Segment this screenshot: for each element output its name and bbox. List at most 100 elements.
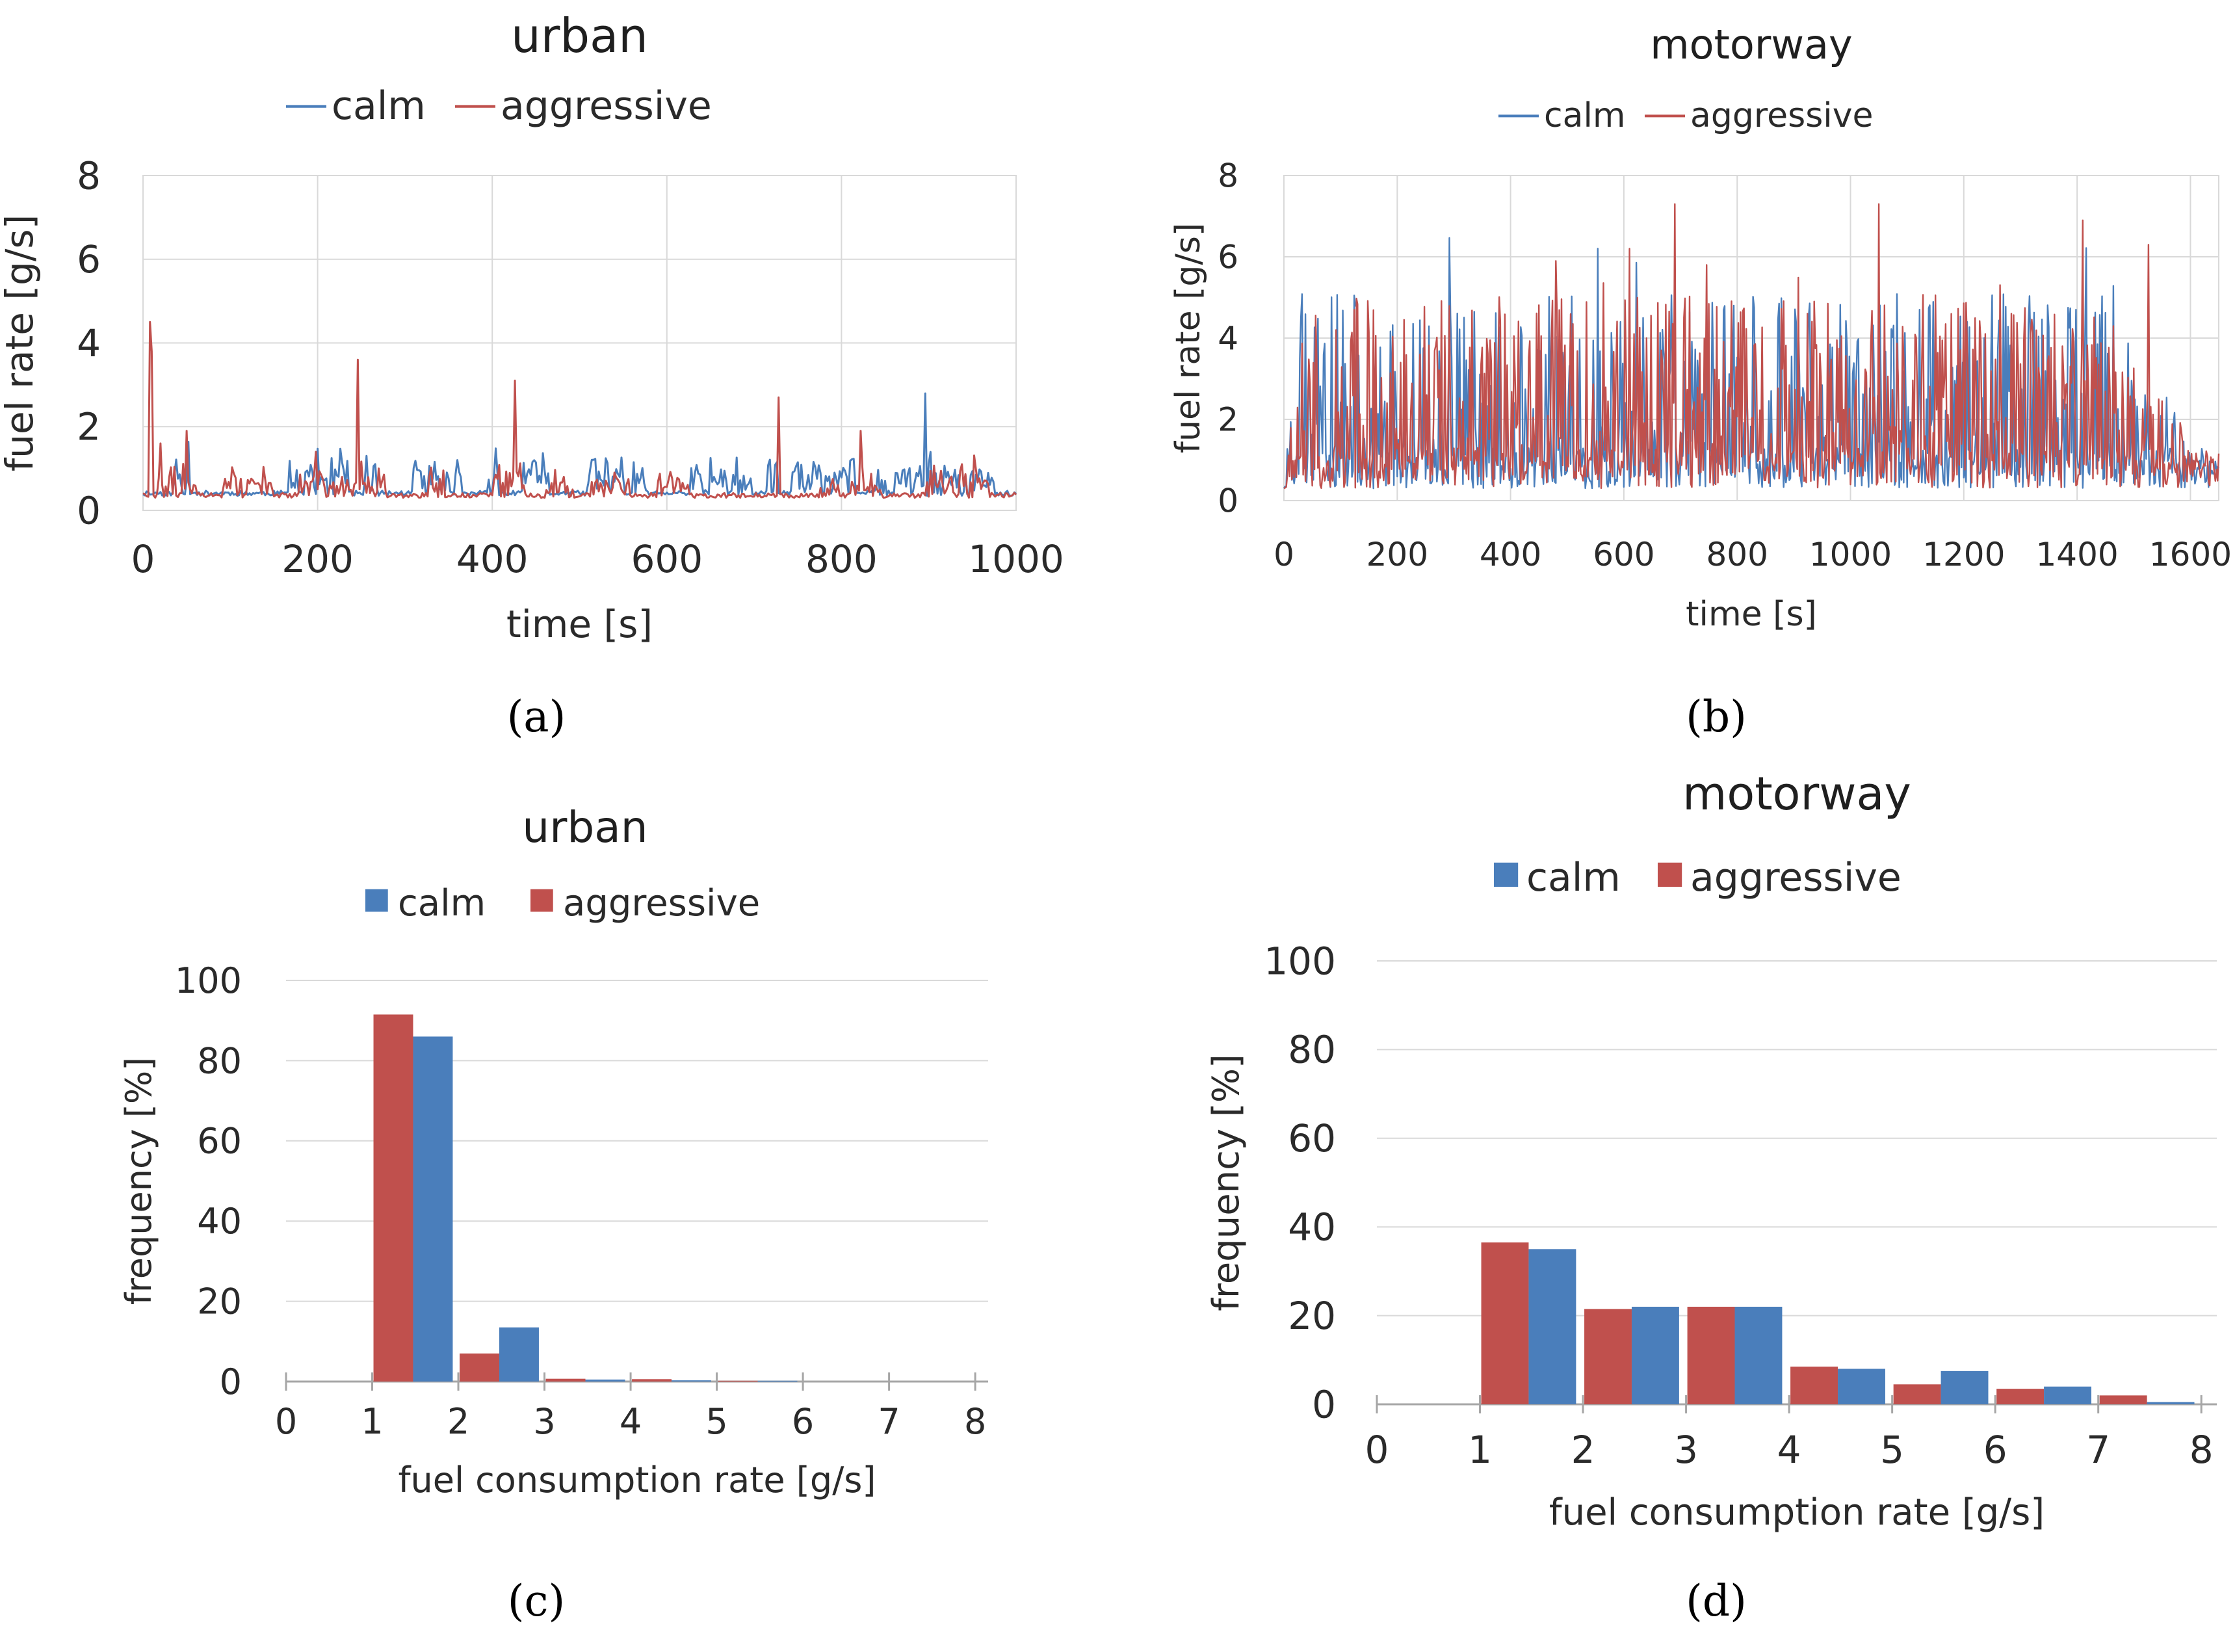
x-tick-label: 5 — [705, 1401, 727, 1442]
legend-swatch-aggressive — [530, 889, 553, 912]
bar-aggressive — [1584, 1309, 1632, 1404]
y-tick-label: 100 — [175, 960, 242, 1001]
legend-label-calm: calm — [398, 882, 486, 924]
x-tick-label: 0 — [1274, 536, 1294, 573]
bar-aggressive — [373, 1014, 413, 1382]
y-tick-label: 60 — [197, 1121, 242, 1162]
legend-label-aggressive: aggressive — [563, 882, 760, 924]
y-tick-label: 0 — [1312, 1382, 1336, 1426]
x-axis-label: fuel consumption rate [g/s] — [398, 1460, 876, 1501]
x-tick-label: 0 — [1365, 1428, 1389, 1472]
legend-label-calm: calm — [332, 83, 426, 129]
x-tick-label: 0 — [275, 1401, 297, 1442]
bar-calm — [2044, 1386, 2092, 1404]
legend-swatch-calm — [1494, 862, 1519, 887]
series-line-aggressive — [142, 321, 1017, 499]
x-tick-label: 1600 — [2149, 536, 2232, 573]
x-axis-label: time [s] — [506, 602, 653, 646]
x-tick-label: 400 — [456, 537, 529, 581]
x-tick-label: 1400 — [2035, 536, 2118, 573]
x-axis-label: time [s] — [1686, 595, 1817, 634]
bar-aggressive — [1893, 1384, 1941, 1404]
x-tick-label: 1 — [361, 1401, 383, 1442]
panel-caption: (d) — [1686, 1576, 1747, 1626]
y-tick-label: 40 — [1288, 1205, 1336, 1250]
y-tick-label: 40 — [197, 1201, 242, 1242]
x-tick-label: 6 — [1983, 1428, 2007, 1472]
y-tick-label: 2 — [1218, 401, 1238, 439]
bar-aggressive — [632, 1379, 672, 1382]
x-tick-label: 4 — [620, 1401, 642, 1442]
x-tick-label: 3 — [1674, 1428, 1698, 1472]
y-tick-label: 80 — [197, 1040, 242, 1081]
bar-aggressive — [718, 1380, 758, 1382]
legend-label-calm: calm — [1526, 855, 1621, 900]
chart-title: motorway — [1650, 21, 1852, 68]
y-tick-label: 100 — [1264, 939, 1336, 983]
y-axis-label: fuel rate [g/s] — [1169, 223, 1208, 454]
bar-aggressive — [460, 1353, 499, 1382]
y-tick-label: 20 — [1288, 1294, 1336, 1338]
x-tick-label: 400 — [1480, 536, 1541, 573]
x-tick-label: 1 — [1468, 1428, 1492, 1472]
bar-calm — [672, 1380, 711, 1382]
y-tick-label: 6 — [77, 237, 101, 282]
bar-calm — [499, 1327, 539, 1382]
y-tick-label: 60 — [1288, 1116, 1336, 1160]
x-tick-label: 200 — [1366, 536, 1428, 573]
panel-caption: (b) — [1686, 692, 1747, 742]
x-tick-label: 1000 — [968, 537, 1064, 581]
x-tick-label: 1200 — [1922, 536, 2005, 573]
y-tick-label: 4 — [1218, 320, 1238, 358]
bar-calm — [1941, 1370, 1989, 1404]
y-tick-label: 4 — [77, 321, 101, 365]
bar-calm — [757, 1380, 798, 1382]
y-axis-label: frequency [%] — [118, 1057, 159, 1305]
bar-calm — [1528, 1249, 1576, 1404]
bar-aggressive — [2099, 1395, 2147, 1404]
y-tick-label: 0 — [77, 488, 101, 532]
x-tick-label: 2 — [1571, 1428, 1595, 1472]
x-tick-label: 7 — [878, 1401, 900, 1442]
legend-label-calm: calm — [1544, 96, 1626, 135]
bar-calm — [413, 1036, 453, 1382]
y-tick-label: 80 — [1288, 1028, 1336, 1072]
x-tick-label: 1000 — [1809, 536, 1892, 573]
chart-title: urban — [511, 8, 648, 63]
bar-aggressive — [1996, 1389, 2045, 1404]
legend-swatch-calm — [365, 889, 388, 912]
bar-calm — [1838, 1369, 1885, 1404]
plot-frame — [1283, 175, 2219, 501]
y-tick-label: 6 — [1218, 239, 1238, 276]
panel-caption: (c) — [508, 1576, 565, 1626]
panel-caption: (a) — [507, 692, 566, 742]
x-tick-label: 5 — [1880, 1428, 1904, 1472]
x-tick-label: 3 — [533, 1401, 555, 1442]
bar-calm — [585, 1379, 625, 1382]
x-tick-label: 8 — [2189, 1428, 2214, 1472]
x-axis-label: fuel consumption rate [g/s] — [1549, 1491, 2045, 1534]
x-tick-label: 600 — [1593, 536, 1654, 573]
x-tick-label: 600 — [631, 537, 703, 581]
x-tick-label: 0 — [131, 537, 155, 581]
x-tick-label: 6 — [792, 1401, 814, 1442]
y-tick-label: 20 — [197, 1281, 242, 1322]
chart-panel-a: urban calm aggressive 0 2 4 6 8 fuel rate [g/s] t… — [0, 8, 1064, 742]
legend-label-aggressive: aggressive — [1690, 96, 1874, 135]
legend-label-aggressive: aggressive — [1690, 855, 1902, 900]
bar-aggressive — [1790, 1367, 1838, 1404]
plot-frame — [142, 175, 1017, 511]
y-tick-label: 8 — [77, 153, 101, 198]
series-line-calm — [142, 392, 1017, 497]
bar-aggressive — [1687, 1306, 1735, 1404]
series-line-aggressive — [1283, 203, 2220, 490]
x-tick-label: 800 — [805, 537, 878, 581]
bar-calm — [2147, 1402, 2195, 1404]
x-tick-label: 200 — [281, 537, 354, 581]
legend-label-aggressive: aggressive — [501, 83, 712, 129]
x-tick-label: 7 — [2086, 1428, 2110, 1472]
chart-panel-b: motorway calm aggressive 0 2 4 6 8 fuel rate [g/… — [1169, 21, 2232, 742]
